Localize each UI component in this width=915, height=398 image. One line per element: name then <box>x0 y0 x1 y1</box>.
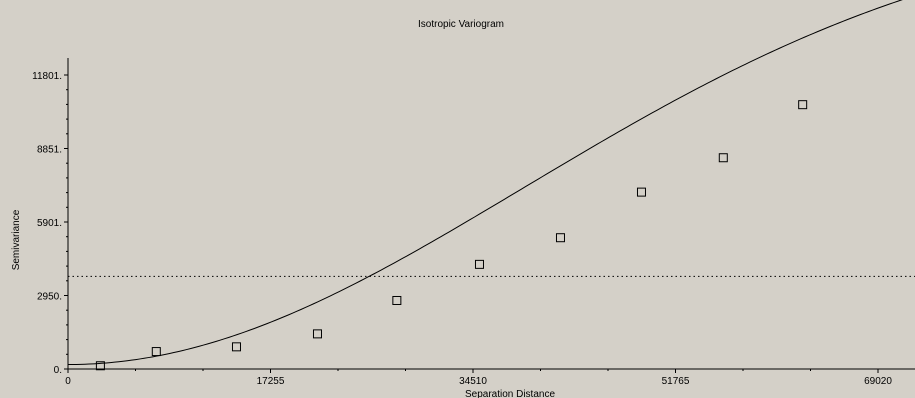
x-tick-label: 69020 <box>864 376 892 387</box>
model-curve <box>67 0 903 366</box>
axes: 0. 2950. 5901. 8851. 11801. 0 17255 34510 51765 6… <box>32 58 915 387</box>
data-points <box>95 100 808 371</box>
data-point-marker <box>798 100 808 110</box>
data-point-marker <box>231 342 241 352</box>
chart-title: Isotropic Variogram <box>418 19 504 30</box>
y-tick-label: 5901. <box>37 218 62 229</box>
y-axis-label: Semivariance <box>11 209 22 270</box>
x-tick-label: 51765 <box>662 376 690 387</box>
data-point-marker <box>474 259 484 269</box>
data-point-marker <box>151 347 161 357</box>
x-tick-label: 17255 <box>257 376 285 387</box>
y-tick-label: 11801. <box>32 71 62 82</box>
data-point-marker <box>636 187 646 197</box>
data-point-marker <box>555 233 565 243</box>
data-point-marker <box>312 329 322 339</box>
x-tick-label: 34510 <box>459 376 487 387</box>
data-point-marker <box>718 153 728 163</box>
y-tick-label: 0. <box>54 365 62 376</box>
data-point-marker <box>95 361 105 371</box>
y-tick-label: 2950. <box>37 292 62 303</box>
model-curve-group <box>67 0 903 366</box>
data-point-marker <box>392 295 402 305</box>
y-tick-label: 8851. <box>37 144 62 155</box>
x-axis-label: Separation Distance <box>465 389 555 398</box>
x-tick-label: 0 <box>65 376 71 387</box>
